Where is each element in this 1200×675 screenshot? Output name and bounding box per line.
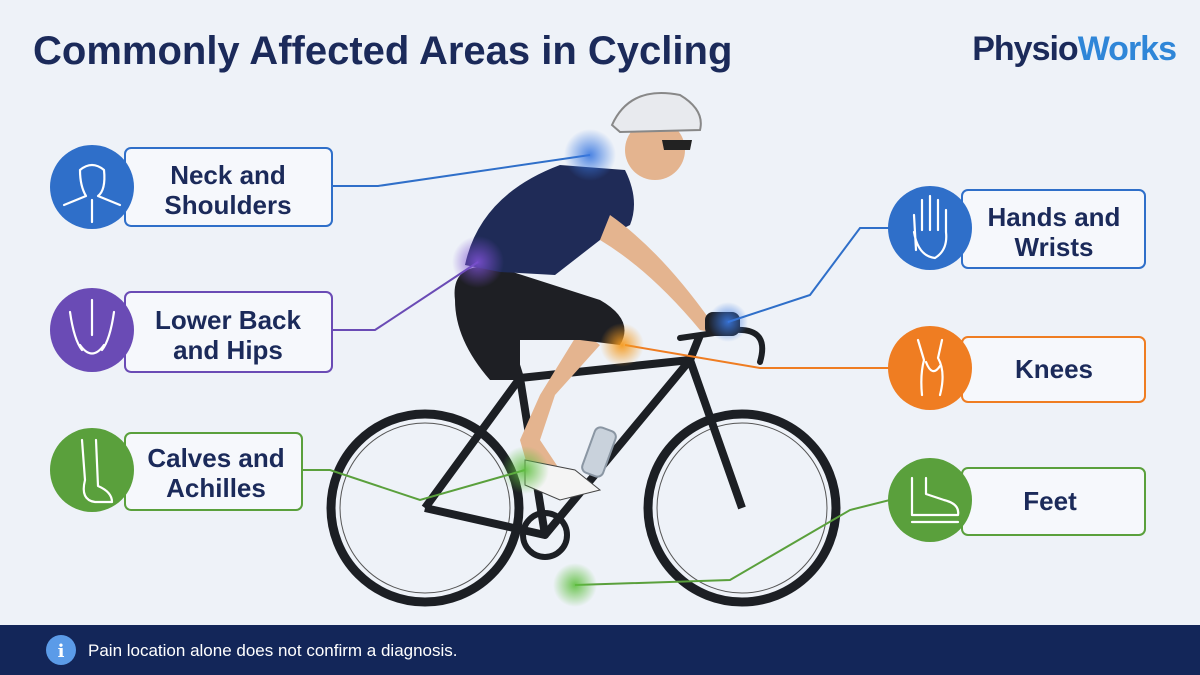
shape-path [332,154,591,187]
area-label: Knees [1015,354,1093,384]
shape-circle [50,428,134,512]
shape-path [454,266,625,380]
footer-bar [0,625,1200,675]
area-label: Feet [1023,486,1077,516]
title: Commonly Affected Areas in Cycling [33,29,732,73]
shape-circle [452,236,504,288]
shape-path [624,344,890,369]
shape-path [574,499,891,586]
area-label: Shoulders [164,190,291,220]
shape-path [910,476,960,524]
shape-rect [581,426,617,478]
area-label: Calves and [147,443,284,473]
area-label: Hands and [988,202,1121,232]
area-label: Neck and [170,160,286,190]
shape-circle [326,409,524,607]
shape-circle [501,446,549,494]
area-label: Wrists [1015,232,1094,262]
area-card: Feet [888,458,1146,542]
shape-circle [564,129,616,181]
shape-path [332,261,479,331]
area-card: Calves and Achilles [50,428,303,512]
area-label: Lower Back [155,305,301,335]
shape-path [600,215,730,335]
area-card: Knees [888,326,1146,410]
shape-path [520,330,600,475]
shape-path [662,140,692,150]
shape-circle [520,510,570,560]
highlights [452,129,748,607]
shape-path [727,227,890,323]
area-label: Achilles [166,473,266,503]
brand-part: Works [1078,30,1176,68]
shape-circle [656,422,828,594]
shape-circle [339,422,511,594]
shape-circle [50,145,134,229]
area-card: Hands and Wrists [888,186,1146,270]
shape-path [912,194,948,260]
brand-part: Physio [972,30,1078,68]
shape-path [62,163,122,224]
info-icon [46,635,76,665]
shape-circle [600,323,644,367]
shape-path [916,338,944,397]
footer-note: Pain location alone does not confirm a d… [88,641,458,660]
shape-path [68,298,116,355]
area-label: and Hips [173,335,283,365]
brand: PhysioWorks [972,30,1176,68]
area-card: Lower Back and Hips [50,288,333,373]
shape-circle [643,409,841,607]
shape-circle [888,458,972,542]
shape-circle [625,120,685,180]
shape-path [610,92,702,134]
area-card: Neck and Shoulders [50,145,333,229]
connectors [302,154,891,586]
shape-circle [708,302,748,342]
shape-path [80,438,114,504]
info-icon-glyph: i [58,641,65,662]
shape-circle [553,563,597,607]
shape-path [302,469,526,502]
shape-path [465,165,634,275]
